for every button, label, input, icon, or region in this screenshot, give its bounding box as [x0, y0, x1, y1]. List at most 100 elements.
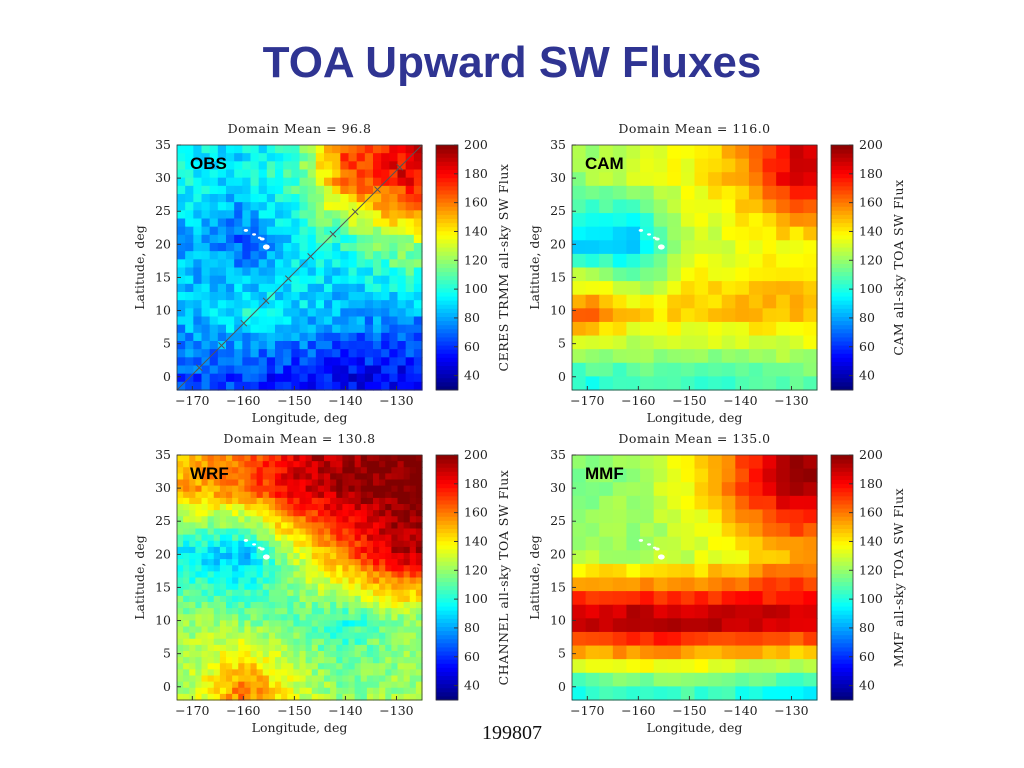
heatmap-cell — [315, 202, 325, 211]
colorbar-segment — [831, 487, 853, 493]
heatmap-cell — [305, 644, 313, 652]
heatmap-cell — [232, 516, 239, 523]
heatmap-cell — [305, 461, 313, 468]
heatmap-cell — [244, 565, 252, 572]
colorbar-segment — [436, 528, 458, 534]
colorbar-segment — [831, 381, 853, 387]
heatmap-cell — [238, 589, 245, 597]
heatmap-cell — [385, 540, 392, 548]
colorbar-segment — [831, 565, 853, 570]
heatmap-cell — [250, 638, 258, 646]
heatmap-cell — [336, 608, 343, 615]
heatmap-cell — [201, 589, 209, 597]
heatmap-cell — [572, 376, 587, 391]
heatmap-cell — [348, 153, 358, 162]
heatmap-cell — [256, 589, 264, 597]
heatmap-cell — [585, 591, 600, 606]
heatmap-cell — [762, 577, 777, 592]
heatmap-cell — [185, 300, 194, 309]
heatmap-cell — [287, 602, 294, 609]
heatmap-cell — [348, 194, 358, 203]
heatmap-cell — [348, 571, 356, 579]
heatmap-cell — [373, 218, 382, 228]
hawaii-islands — [638, 229, 665, 250]
heatmap-cell — [360, 632, 368, 640]
heatmap-cell — [217, 267, 227, 277]
heatmap-cell — [572, 509, 587, 524]
heatmap-cell — [667, 349, 682, 364]
heatmap-cell — [354, 479, 362, 487]
heatmap-cell — [735, 158, 750, 173]
heatmap-cell — [234, 251, 243, 260]
heatmap-cell — [373, 559, 380, 566]
heatmap-cell — [585, 185, 600, 201]
heatmap-cell — [409, 620, 417, 628]
heatmap-cell — [217, 226, 227, 236]
heatmap-cell — [385, 663, 392, 670]
heatmap-cell — [762, 468, 777, 483]
heatmap-cell — [391, 663, 399, 670]
heatmap-cell — [281, 571, 288, 579]
heatmap-cell — [762, 509, 777, 524]
heatmap-cell — [213, 461, 221, 468]
heatmap-cell — [201, 681, 209, 689]
heatmap-cell — [177, 485, 184, 493]
colorbar-segment — [436, 234, 458, 240]
heatmap-cell — [694, 659, 709, 674]
colorbar-segment — [436, 581, 458, 587]
heatmap-cell — [201, 657, 209, 664]
heatmap-cell — [201, 251, 211, 260]
heatmap-cell — [803, 199, 818, 214]
heatmap-cell — [266, 177, 276, 187]
heatmap-cell — [305, 497, 313, 505]
heatmap-cell — [275, 681, 282, 689]
heatmap-cell — [721, 495, 736, 511]
x-tick-label: −170 — [570, 703, 604, 718]
heatmap-cell — [258, 308, 268, 318]
heatmap-cell — [283, 341, 292, 350]
heatmap-cell — [397, 467, 405, 474]
heatmap-cell — [373, 638, 380, 646]
heatmap-cell — [281, 528, 288, 536]
heatmap-cell — [193, 218, 203, 228]
heatmap-cell — [324, 632, 331, 640]
heatmap-cell — [405, 275, 415, 285]
heatmap-cell — [299, 504, 307, 511]
heatmap-cell — [373, 292, 382, 301]
heatmap-cell — [250, 485, 258, 493]
heatmap-cell — [226, 522, 233, 530]
heatmap-cell — [379, 540, 386, 548]
heatmap-cell — [275, 687, 282, 695]
heatmap-cell — [262, 540, 270, 548]
heatmap-cell — [185, 169, 194, 179]
heatmap-cell — [340, 308, 350, 318]
heatmap-cell — [317, 632, 325, 640]
heatmap-cell — [226, 381, 235, 391]
heatmap-cell — [268, 620, 276, 628]
heatmap-cell — [275, 638, 282, 646]
heatmap-cell — [189, 571, 196, 579]
heatmap-cell — [324, 522, 331, 530]
heatmap-cell — [415, 467, 423, 474]
heatmap-cell — [238, 497, 245, 505]
heatmap-cell — [403, 540, 411, 548]
heatmap-cell — [803, 523, 818, 538]
heatmap-cell — [315, 316, 325, 326]
heatmap-cell — [226, 687, 233, 695]
heatmap-cell — [207, 620, 215, 628]
heatmap-cell — [324, 145, 333, 154]
heatmap-cell — [397, 632, 405, 640]
heatmap-cell — [207, 583, 215, 591]
heatmap-cell — [336, 669, 343, 677]
colorbar-segment — [436, 308, 458, 313]
y-tick-label: 0 — [558, 369, 566, 384]
colorbar-tick-label: 140 — [464, 533, 488, 548]
heatmap-cell — [256, 467, 264, 474]
heatmap-cell — [324, 177, 333, 187]
heatmap-cell — [219, 528, 227, 536]
heatmap-cell — [776, 468, 791, 483]
heatmap-cell — [385, 632, 392, 640]
heatmap-cell — [680, 199, 696, 214]
heatmap-cell — [332, 185, 341, 195]
heatmap-cell — [226, 657, 233, 664]
